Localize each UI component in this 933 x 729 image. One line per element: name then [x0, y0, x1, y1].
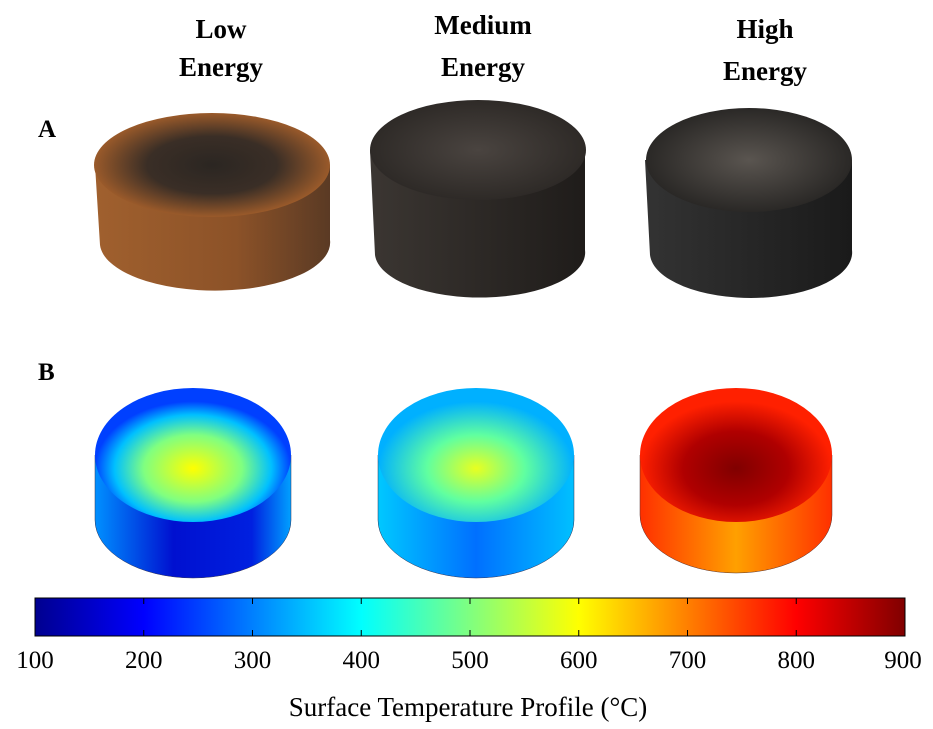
column-header: Medium: [434, 10, 532, 40]
tick-label: 700: [669, 647, 707, 674]
column-header: Low: [195, 14, 247, 44]
tick-label: 800: [778, 647, 816, 674]
sample-photo: [94, 100, 852, 298]
panel-label: A: [38, 116, 56, 143]
column-header: Energy: [441, 52, 525, 82]
tick-label: 400: [343, 647, 381, 674]
panel-label: B: [38, 359, 55, 386]
tick-label: 500: [451, 647, 489, 674]
page: Low Energy Medium Energy High Energy A B…: [0, 0, 933, 729]
colorbar-label: Surface Temperature Profile (°C): [289, 692, 648, 722]
tick-label: 900: [884, 647, 922, 674]
tick-label: 300: [234, 647, 272, 674]
tick-label: 600: [560, 647, 598, 674]
tick-label: 100: [16, 647, 54, 674]
column-header: High: [736, 14, 793, 44]
figure: Low Energy Medium Energy High Energy A B…: [0, 0, 933, 729]
tick-label: 200: [125, 647, 163, 674]
column-header: Energy: [723, 56, 807, 86]
temperature-model: [95, 388, 832, 578]
column-header: Energy: [179, 52, 263, 82]
